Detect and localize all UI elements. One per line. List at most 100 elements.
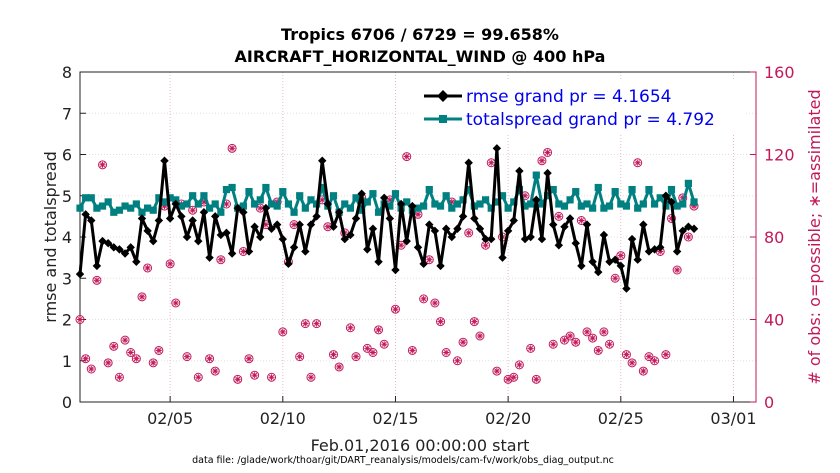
obs-count-point (345, 323, 355, 333)
rmse-point (549, 220, 558, 229)
rmse-point (408, 201, 417, 211)
rmse-point (160, 156, 169, 165)
spread-point (205, 204, 214, 212)
obs-count-point (300, 319, 310, 329)
rmse-point (165, 214, 175, 223)
obs-count-point (458, 337, 468, 347)
rmse-point (120, 249, 130, 258)
spread-point (459, 196, 467, 204)
rmse-point (182, 232, 192, 242)
rmse-point (441, 224, 451, 233)
obs-count-point (103, 358, 113, 368)
rmse-point (149, 236, 158, 246)
rmse-point (419, 259, 428, 269)
legend-box (415, 80, 745, 134)
obs-count-point (588, 333, 598, 343)
rmse-point (239, 208, 248, 217)
obs-count-point (86, 364, 96, 374)
spread-point (110, 208, 118, 216)
obs-count-point (210, 366, 220, 376)
spread-point (442, 192, 450, 200)
y-axis-right-label: # of obs: o=possible; ∗=assimilated (805, 89, 824, 384)
spread-point (239, 202, 247, 210)
spread-point (262, 183, 270, 192)
rmse-point (582, 220, 592, 229)
rmse-point (233, 203, 242, 213)
obs-count-point (627, 358, 637, 368)
obs-count-point (267, 372, 277, 382)
spread-point (656, 194, 664, 202)
spread-point (651, 200, 659, 208)
rmse-point (256, 232, 265, 242)
spread-point (673, 202, 681, 210)
obs-count-point (334, 362, 344, 372)
spread-point (87, 194, 95, 202)
spread-point (267, 200, 276, 208)
spread-point (386, 202, 394, 210)
spread-point (555, 200, 563, 208)
rmse-point (301, 247, 310, 256)
spread-point (228, 183, 236, 192)
spread-point (521, 202, 529, 210)
x-tick-label: 02/05 (147, 409, 193, 428)
spread-point (403, 198, 411, 206)
x-tick-label: 03/01 (710, 409, 756, 428)
data-file-footnote: data file: /glade/work/thoar/git/DART_re… (192, 455, 614, 466)
rmse-point (627, 234, 637, 244)
spread-point (667, 185, 676, 194)
y-right-tick-label: 160 (764, 63, 795, 82)
obs-count-point (81, 354, 91, 364)
obs-count-point (526, 343, 536, 353)
rmse-point (447, 232, 456, 242)
rmse-point (413, 243, 423, 252)
rmse-point (689, 224, 699, 233)
spread-point (684, 179, 692, 187)
spread-point (279, 188, 287, 196)
obs-count-point (379, 339, 389, 349)
rmse-point (278, 234, 287, 244)
rmse-point (503, 226, 513, 236)
obs-count-point (137, 292, 147, 302)
obs-count-point (193, 372, 203, 382)
spread-point (93, 204, 101, 212)
spread-point (160, 198, 169, 206)
spread-point (189, 192, 197, 200)
spread-point (589, 204, 597, 212)
y-left-tick-label: 1 (62, 352, 72, 371)
spread-point (222, 185, 231, 194)
rmse-point (289, 243, 299, 252)
rmse-point (667, 197, 676, 207)
obs-count-point (278, 327, 288, 337)
obs-count-point (683, 232, 693, 242)
spread-point (329, 192, 338, 200)
obs-count-point (509, 372, 519, 382)
obs-count-point (633, 158, 643, 168)
obs-count-point (312, 319, 322, 329)
totalspread-series (76, 171, 698, 216)
y-axis-left-ticks: 0 1 2 3 4 5 6 7 8 (62, 63, 86, 412)
spread-point (296, 192, 304, 200)
rmse-point (98, 236, 107, 246)
rmse-point (227, 249, 237, 258)
rmse-point (599, 230, 609, 240)
y-left-tick-label: 3 (62, 269, 72, 288)
spread-point (98, 202, 107, 210)
obs-count-point (419, 294, 429, 304)
legend-spread-label: totalspread grand pr = 4.792 (466, 110, 715, 130)
spread-point (104, 198, 112, 206)
spread-point (363, 198, 371, 206)
x-axis-ticks: 02/05 02/10 02/15 02/20 02/25 03/01 (147, 396, 757, 428)
spread-point (290, 208, 298, 216)
spread-point (605, 202, 614, 210)
spread-point (341, 200, 349, 208)
rmse-point (577, 261, 586, 271)
obs-count-point (390, 304, 400, 314)
spread-point (200, 192, 208, 200)
obs-count-point (492, 366, 502, 376)
legend-rmse-marker (437, 90, 449, 102)
obs-count-point (565, 331, 575, 341)
obs-count-point (171, 298, 181, 308)
spread-point (307, 196, 315, 204)
spread-point (628, 185, 636, 194)
